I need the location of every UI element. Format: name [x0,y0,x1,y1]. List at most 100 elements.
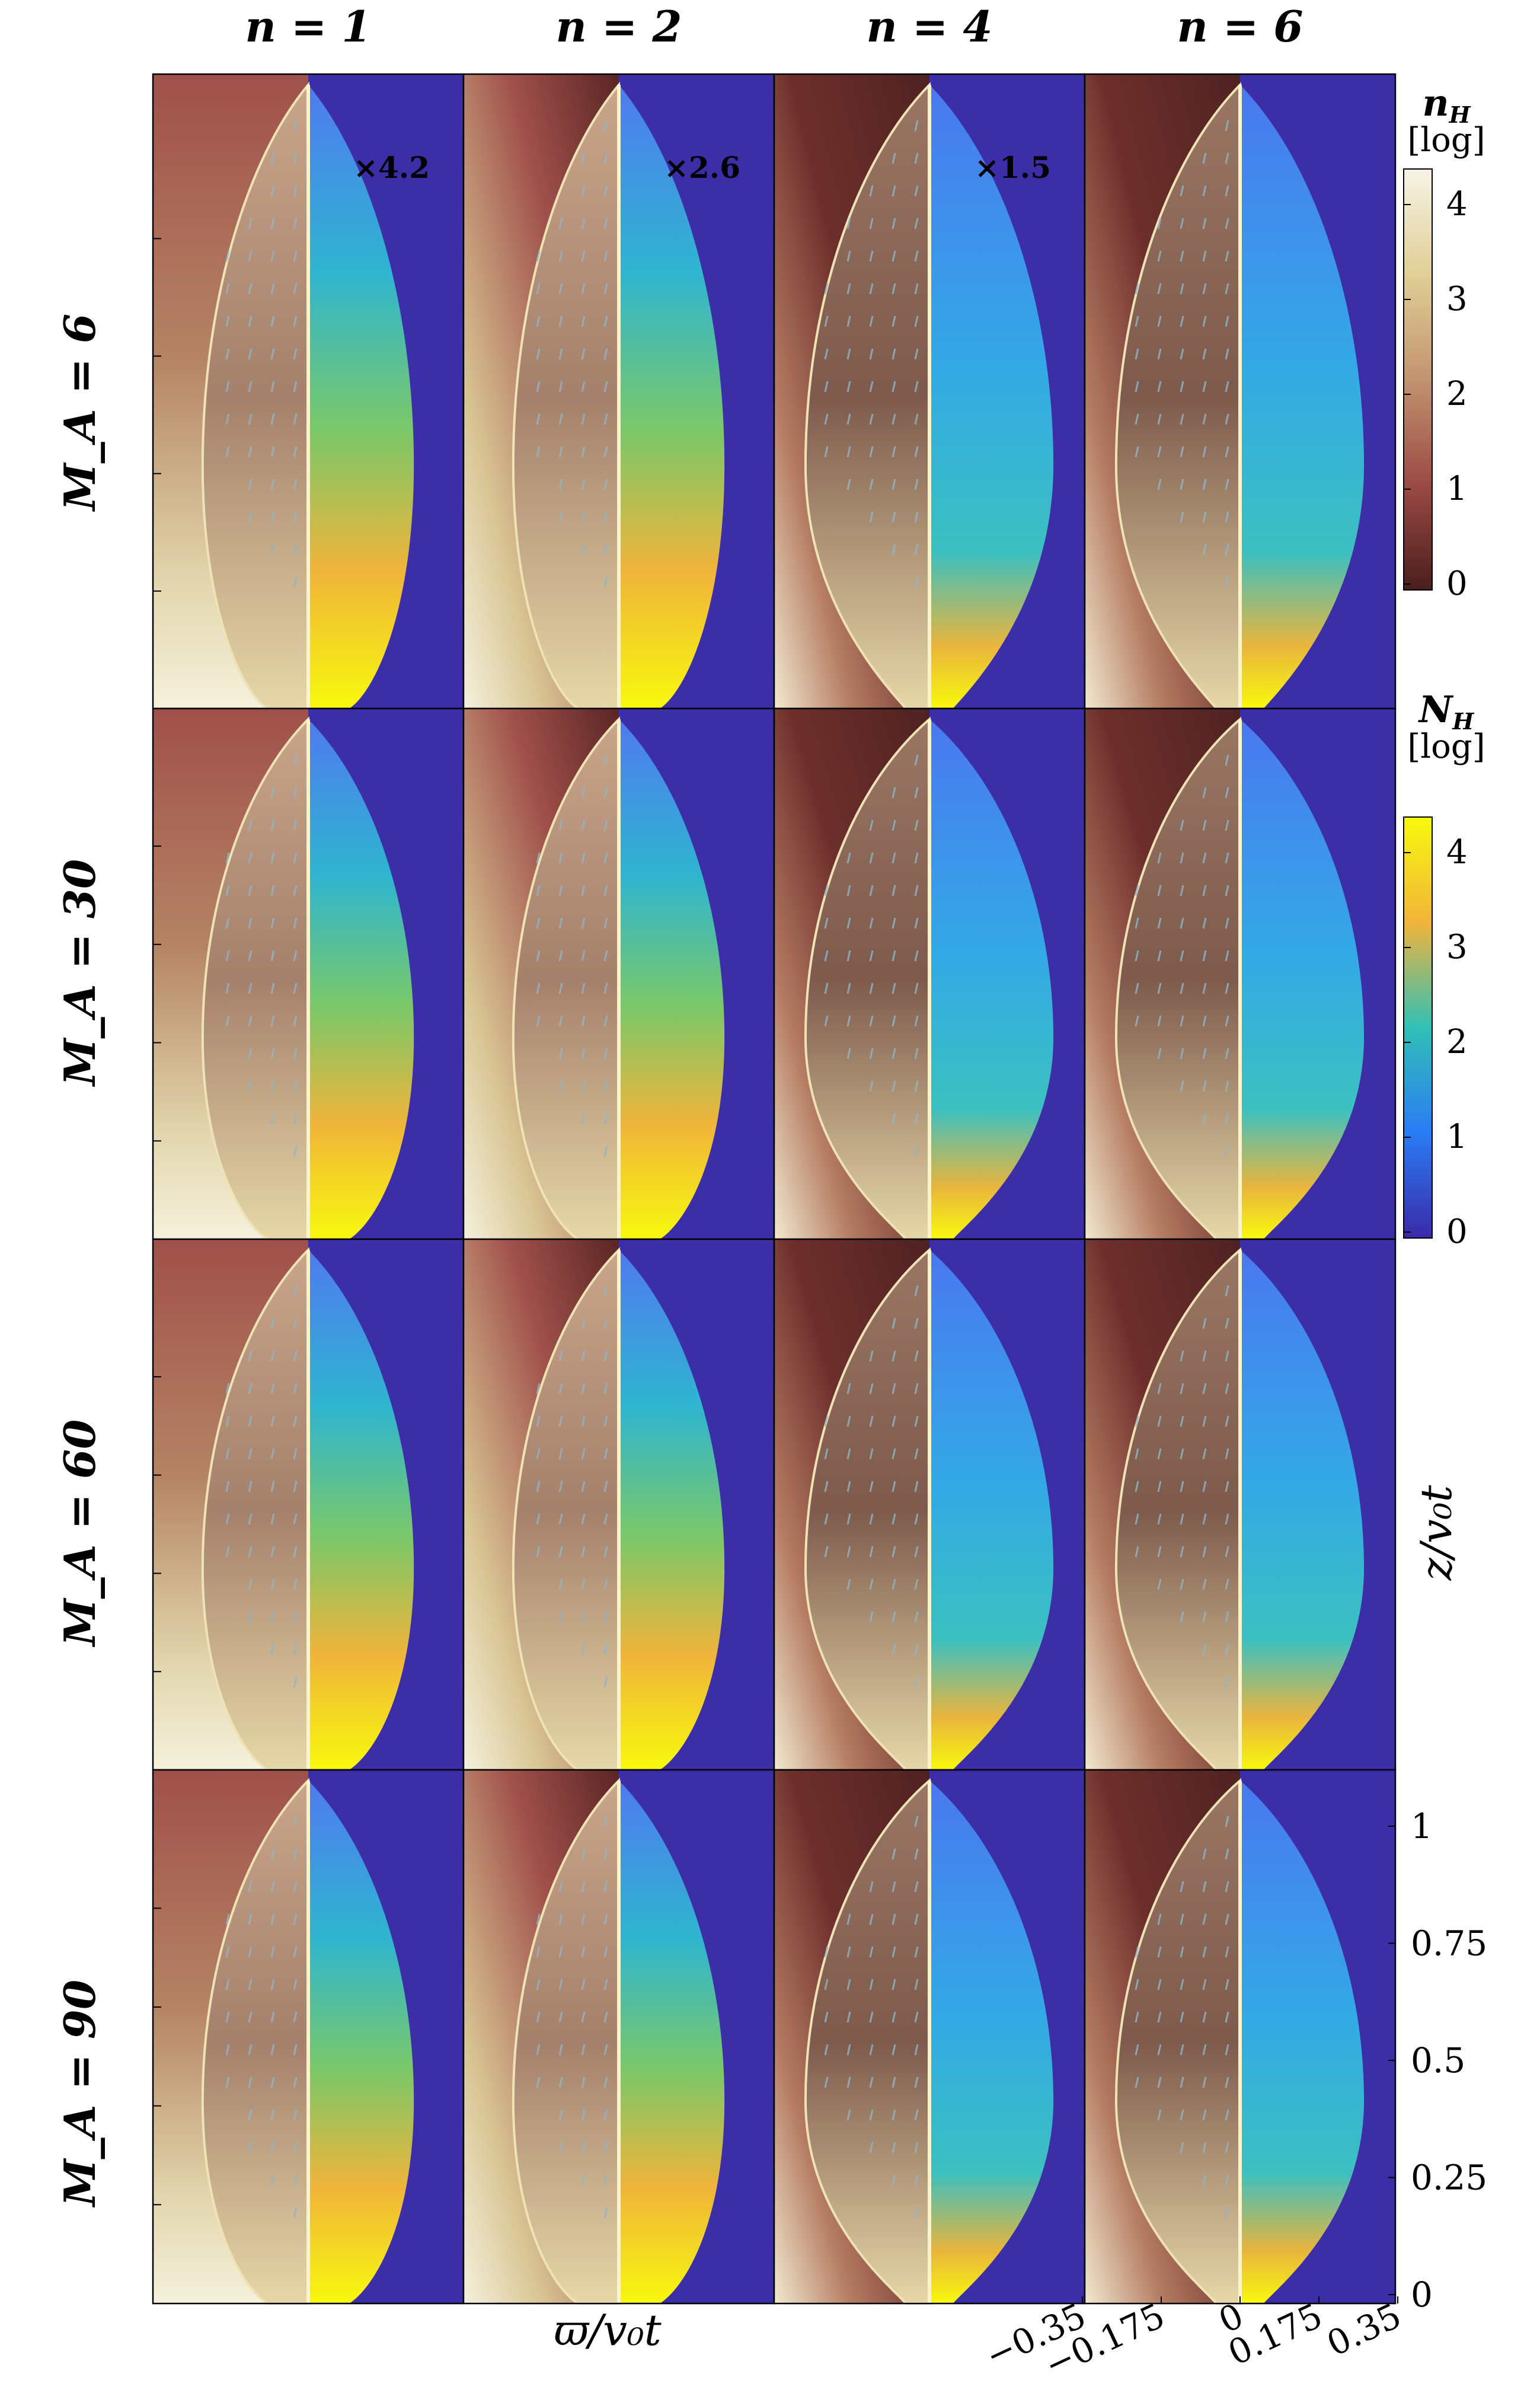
velocity-arrow [892,950,896,962]
velocity-arrow [1202,1644,1207,1655]
velocity-arrow [225,1448,230,1460]
velocity-arrow [293,1080,298,1092]
velocity-arrow [914,1816,919,1827]
velocity-arrow [536,413,541,425]
velocity-arrow [293,2174,298,2186]
velocity-arrow [1135,1415,1139,1427]
velocity-arrow [293,1146,298,1157]
velocity-arrow [270,348,275,360]
velocity-arrow [536,315,541,327]
velocity-arrow [1225,2076,1229,2088]
velocity-arrow [603,511,608,523]
velocity-arrow [293,1317,298,1329]
velocity-arrow [1135,413,1139,425]
velocity-arrow [869,1913,874,1925]
bubble-column-density-right [929,85,1054,709]
velocity-arrow [270,152,275,164]
velocity-arrow [869,819,874,831]
velocity-arrow [892,2142,896,2153]
velocity-arrow [824,1513,829,1525]
column-header-n2: n = 2 [556,1,682,52]
velocity-arrow [1180,1015,1184,1027]
velocity-arrow [558,852,563,864]
velocity-arrow [1135,2076,1139,2088]
multiplier-n4: ×1.5 [975,150,1051,185]
velocity-arrow [293,1676,298,1688]
velocity-arrow [1202,185,1207,197]
velocity-arrow [225,982,230,994]
z-tick-label: 0.25 [1411,2158,1487,2198]
panel-r1-c4 [1084,73,1397,710]
velocity-arrow [1202,1881,1207,1893]
velocity-arrow [581,1113,586,1125]
velocity-arrow [603,1317,608,1329]
velocity-arrow [1157,283,1162,295]
velocity-arrow [824,1015,829,1027]
velocity-arrow [270,1979,275,1990]
bubble-column-density-right [308,1250,414,1770]
velocity-arrow [293,1979,298,1990]
velocity-arrow [1135,315,1139,327]
velocity-arrow [892,1611,896,1623]
velocity-arrow [1180,917,1184,929]
velocity-arrow [558,982,563,994]
velocity-arrow [293,381,298,393]
velocity-arrow [824,1481,829,1492]
colorbar-nH-tick-label: 1 [1446,470,1468,508]
velocity-arrow [558,1546,563,1558]
velocity-arrow [536,446,541,458]
velocity-arrow [892,1481,896,1492]
panel-r2-c2 [462,707,775,1240]
velocity-arrow [1202,1113,1207,1125]
velocity-arrow [581,982,586,994]
velocity-arrow [270,852,275,864]
velocity-arrow [824,1946,829,1958]
velocity-arrow [293,1611,298,1623]
velocity-arrow [293,787,298,799]
velocity-arrows [1135,1816,1229,2219]
velocity-arrow [869,1946,874,1958]
velocity-arrow [270,982,275,994]
velocity-arrow [603,1015,608,1027]
velocity-arrow [1225,218,1229,229]
velocity-arrow [1180,1546,1184,1558]
velocity-arrow [603,950,608,962]
velocity-arrow [1135,2011,1139,2023]
bubble-density-left [512,716,620,1240]
velocity-arrow [603,917,608,929]
velocity-arrow [558,2011,563,2023]
velocity-arrow [1180,315,1184,327]
velocity-arrow [846,1513,851,1525]
velocity-arrow [1225,1946,1229,1958]
velocity-arrow [1180,885,1184,896]
velocity-arrow [914,120,919,132]
velocity-arrow [1225,1611,1229,1623]
bubble-column-density-right [929,1781,1054,2304]
velocity-arrow [1202,1611,1207,1623]
velocity-arrow [536,950,541,962]
velocity-arrow [603,1946,608,1958]
velocity-arrow [914,2076,919,2088]
velocity-arrow [270,2076,275,2088]
bubble-density-left [804,716,931,1240]
velocity-arrow [1180,185,1184,197]
bubble-column-density-right [619,85,725,709]
velocity-arrow [1135,2044,1139,2056]
bubble-density-left [512,1247,620,1771]
velocity-arrow [581,218,586,229]
velocity-arrows [536,1816,608,2219]
velocity-arrow [1157,1448,1162,1460]
bubble-column-density-right [929,719,1054,1239]
z-tick-label: 1 [1411,1806,1433,1846]
velocity-arrow [1225,885,1229,896]
row-headers: M_A = 6 M_A = 30 M_A = 60 M_A = 90 [55,314,105,2208]
velocity-arrow [270,885,275,896]
bubble-density-left [1114,716,1241,1240]
velocity-arrow [869,852,874,864]
velocity-arrow [1157,315,1162,327]
velocity-arrow [914,511,919,523]
velocity-arrow [869,478,874,490]
velocity-arrow [1202,1317,1207,1329]
velocity-arrow [869,348,874,360]
velocity-arrow [270,218,275,229]
